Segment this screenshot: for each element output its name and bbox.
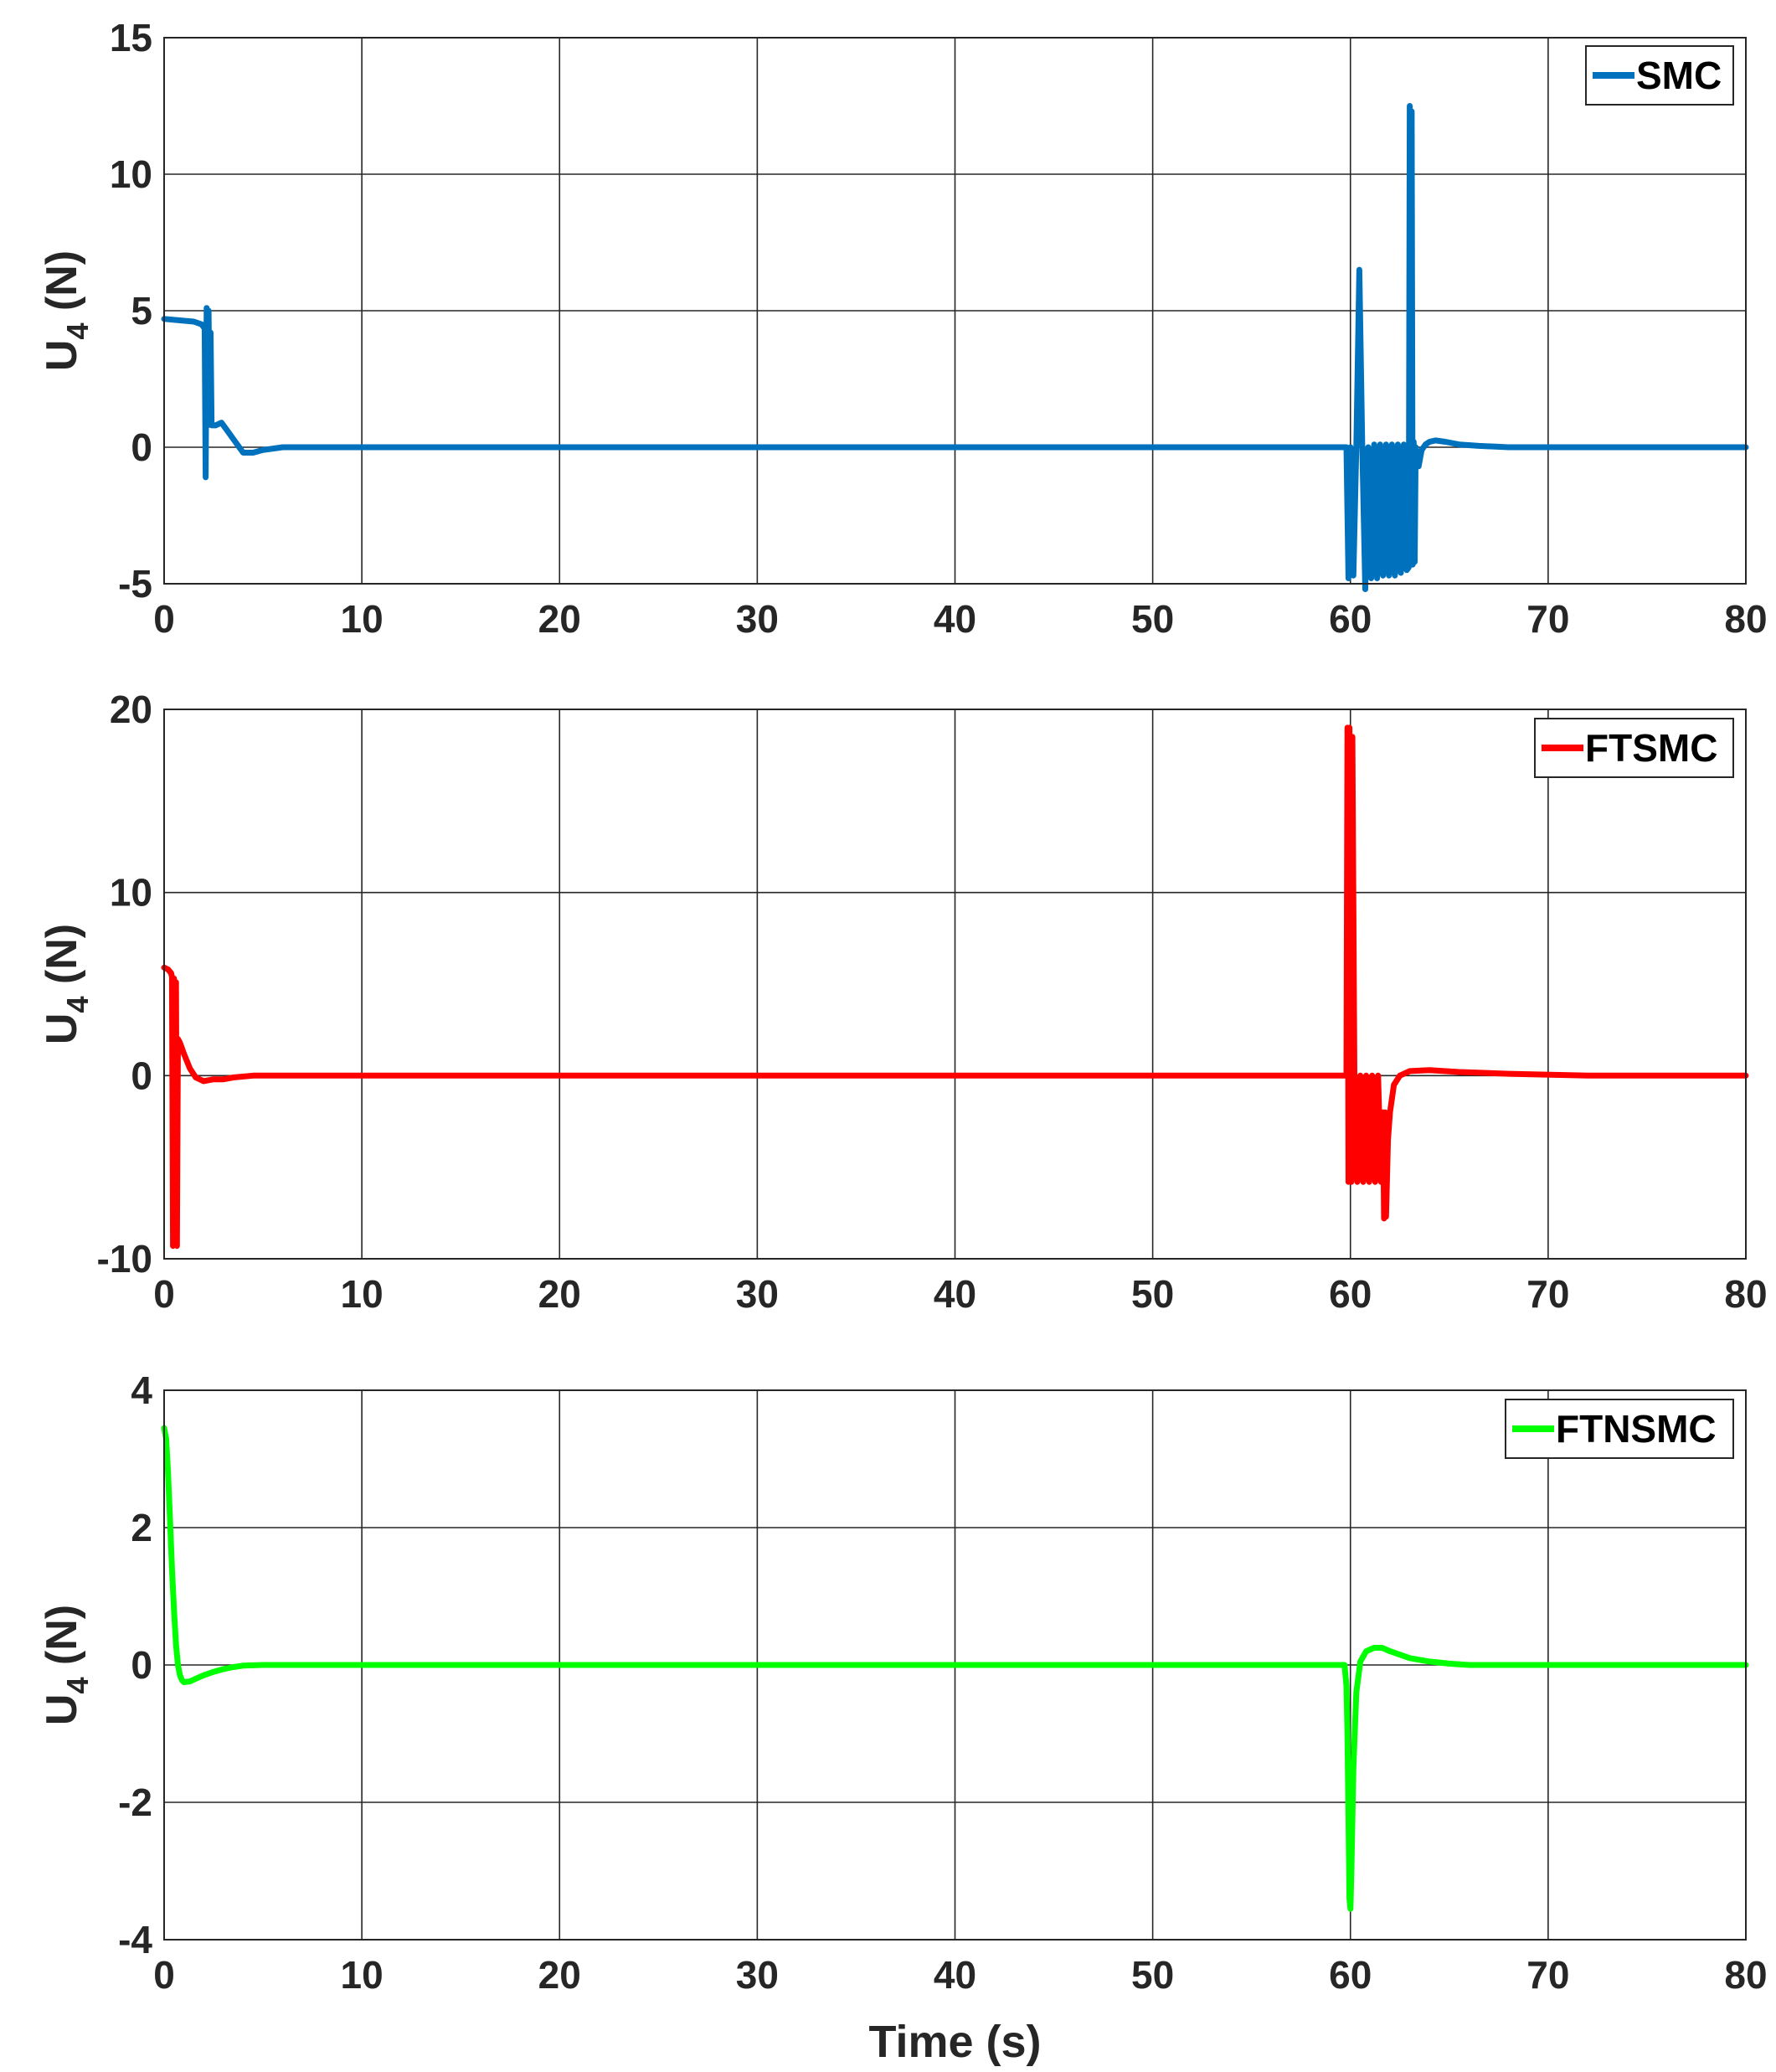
y-tick-label: 10 [110,871,152,915]
legend-label: FTSMC [1585,726,1717,770]
plot-frame [163,709,1747,1260]
x-tick-label: 20 [538,597,581,641]
x-tick-label: 50 [1131,597,1174,641]
y-tick-label: -10 [97,1237,152,1281]
y-tick-label: 4 [131,1368,152,1412]
x-tick-label: 50 [1131,1272,1174,1316]
y-tick-label: 15 [110,16,152,59]
y-tick-label: 5 [131,289,152,332]
x-tick-label: 0 [153,597,175,641]
x-tick-label: 70 [1526,597,1569,641]
y-tick-label: 0 [131,1643,152,1687]
series-line-ftsmc [161,724,1749,1250]
x-tick-label: 0 [153,1272,175,1316]
legend: SMC [1585,45,1734,106]
x-tick-label: 10 [341,1272,384,1316]
legend-label: FTNSMC [1556,1407,1717,1451]
x-tick-label: 60 [1329,1272,1372,1316]
legend: FTNSMC [1505,1399,1734,1459]
x-tick-label: 80 [1724,1272,1767,1316]
y-tick-label: -2 [118,1781,152,1824]
legend-label: SMC [1636,54,1722,97]
legend: FTSMC [1534,718,1734,778]
y-tick-label: 10 [110,152,152,196]
plot-frame [163,37,1747,585]
x-tick-label: 30 [736,1272,779,1316]
x-tick-label: 40 [934,597,976,641]
x-tick-label: 70 [1526,1953,1569,1997]
y-axis-label: U4 (N) [38,1605,95,1725]
y-tick-label: 20 [110,688,152,731]
x-tick-label: 30 [736,1953,779,1997]
x-axis-label: Time (s) [868,2017,1041,2067]
y-tick-label: 0 [131,425,152,469]
x-tick-label: 70 [1526,1272,1569,1316]
y-axis-label: U4 (N) [38,924,95,1044]
series-line-smc [161,103,1749,592]
x-tick-label: 10 [341,1953,384,1997]
x-tick-label: 40 [934,1953,976,1997]
x-tick-label: 10 [341,597,384,641]
x-tick-label: 40 [934,1272,976,1316]
y-tick-label: 2 [131,1506,152,1549]
plot-frame [163,1389,1747,1941]
x-tick-label: 50 [1131,1953,1174,1997]
x-tick-label: 30 [736,597,779,641]
y-tick-label: -5 [118,562,152,606]
x-tick-label: 60 [1329,597,1372,641]
x-tick-label: 0 [153,1953,175,1997]
y-tick-label: 0 [131,1054,152,1097]
y-tick-label: -4 [118,1918,152,1961]
x-tick-label: 20 [538,1272,581,1316]
x-tick-label: 80 [1724,597,1767,641]
x-tick-label: 80 [1724,1953,1767,1997]
x-tick-label: 60 [1329,1953,1372,1997]
series-line-ftnsmc [161,1425,1749,1912]
y-axis-label: U4 (N) [38,250,95,371]
x-tick-label: 20 [538,1953,581,1997]
